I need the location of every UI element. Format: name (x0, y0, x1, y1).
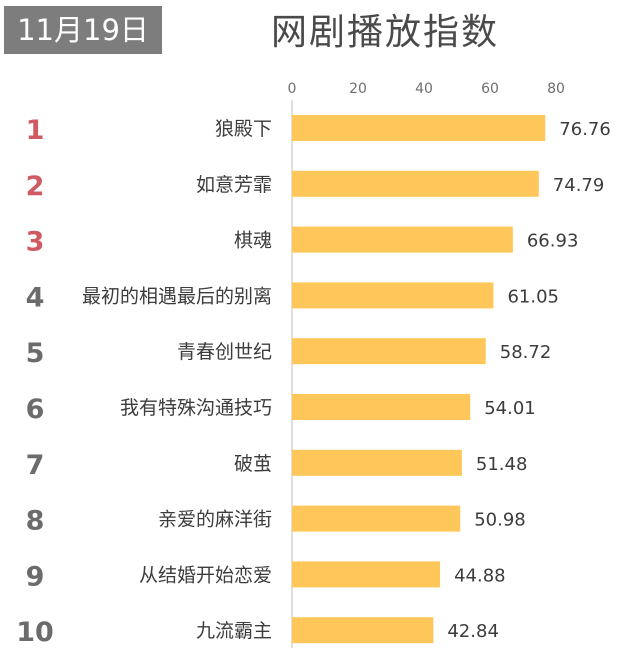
date-badge: 11月19日 (4, 6, 162, 54)
x-tick-label: 80 (547, 81, 565, 97)
rank-number: 8 (26, 506, 45, 537)
x-tick-label: 20 (349, 81, 367, 97)
category-label: 狼殿下 (215, 118, 272, 140)
bar (292, 282, 494, 309)
rank-number: 9 (26, 561, 45, 592)
chart-title: 网剧播放指数 (270, 12, 499, 53)
data-label: 74.79 (553, 175, 605, 196)
bar (292, 226, 513, 253)
data-label: 44.88 (454, 565, 506, 586)
rank-number: 3 (26, 227, 45, 258)
bar (292, 394, 471, 420)
data-label: 61.05 (507, 286, 559, 307)
data-label: 58.72 (500, 342, 552, 363)
category-label: 棋魂 (234, 230, 272, 252)
rank-number: 6 (26, 394, 45, 425)
rank-number: 2 (26, 171, 45, 202)
data-label: 54.01 (484, 398, 536, 419)
bar (292, 617, 434, 644)
rank-number: 4 (26, 282, 45, 313)
category-label: 亲爱的麻洋街 (158, 509, 272, 531)
bar (292, 449, 462, 476)
data-label: 50.98 (474, 510, 526, 531)
category-label: 如意芳霏 (196, 174, 272, 196)
bar (292, 561, 441, 588)
bar (292, 338, 486, 365)
rank-number: 5 (26, 338, 45, 369)
data-label: 66.93 (527, 231, 579, 252)
bar (292, 170, 539, 197)
data-label: 76.76 (559, 119, 611, 140)
category-label: 九流霸主 (196, 620, 272, 642)
bar (292, 115, 546, 141)
category-label: 我有特殊沟通技巧 (120, 397, 272, 419)
category-label: 青春创世纪 (177, 341, 272, 363)
data-label: 51.48 (476, 454, 528, 475)
x-tick-label: 0 (288, 81, 297, 97)
category-label: 破茧 (234, 453, 272, 475)
x-tick-label: 40 (415, 81, 433, 97)
category-label: 从结婚开始恋爱 (139, 564, 272, 586)
category-label: 最初的相遇最后的别离 (82, 285, 272, 307)
rank-number: 1 (26, 115, 45, 146)
bar (292, 505, 461, 532)
x-tick-label: 60 (481, 81, 499, 97)
rank-number: 10 (16, 617, 54, 648)
data-label: 42.84 (447, 621, 499, 642)
rank-number: 7 (26, 450, 45, 481)
